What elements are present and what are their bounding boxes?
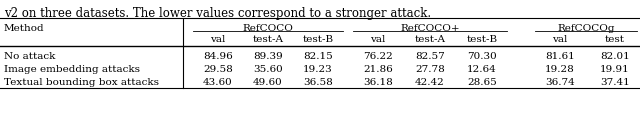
Text: 37.41: 37.41 bbox=[600, 78, 630, 87]
Text: test-A: test-A bbox=[415, 35, 445, 44]
Text: 84.96: 84.96 bbox=[203, 52, 233, 61]
Text: 43.60: 43.60 bbox=[203, 78, 233, 87]
Text: 76.22: 76.22 bbox=[363, 52, 393, 61]
Text: 19.28: 19.28 bbox=[545, 65, 575, 74]
Text: val: val bbox=[211, 35, 226, 44]
Text: 36.74: 36.74 bbox=[545, 78, 575, 87]
Text: 70.30: 70.30 bbox=[467, 52, 497, 61]
Text: No attack: No attack bbox=[4, 52, 56, 61]
Text: 42.42: 42.42 bbox=[415, 78, 445, 87]
Text: RefCOCO: RefCOCO bbox=[243, 24, 293, 33]
Text: 12.64: 12.64 bbox=[467, 65, 497, 74]
Text: 82.57: 82.57 bbox=[415, 52, 445, 61]
Text: test-A: test-A bbox=[253, 35, 284, 44]
Text: RefCOCO+: RefCOCO+ bbox=[400, 24, 460, 33]
Text: 19.91: 19.91 bbox=[600, 65, 630, 74]
Text: 27.78: 27.78 bbox=[415, 65, 445, 74]
Text: test-B: test-B bbox=[467, 35, 497, 44]
Text: 28.65: 28.65 bbox=[467, 78, 497, 87]
Text: 82.01: 82.01 bbox=[600, 52, 630, 61]
Text: 35.60: 35.60 bbox=[253, 65, 283, 74]
Text: 19.23: 19.23 bbox=[303, 65, 333, 74]
Text: 82.15: 82.15 bbox=[303, 52, 333, 61]
Text: Textual bounding box attacks: Textual bounding box attacks bbox=[4, 78, 159, 87]
Text: 81.61: 81.61 bbox=[545, 52, 575, 61]
Text: 49.60: 49.60 bbox=[253, 78, 283, 87]
Text: Method: Method bbox=[4, 24, 45, 33]
Text: Image embedding attacks: Image embedding attacks bbox=[4, 65, 140, 74]
Text: test: test bbox=[605, 35, 625, 44]
Text: 36.58: 36.58 bbox=[303, 78, 333, 87]
Text: 36.18: 36.18 bbox=[363, 78, 393, 87]
Text: 89.39: 89.39 bbox=[253, 52, 283, 61]
Text: val: val bbox=[371, 35, 386, 44]
Text: v2 on three datasets. The lower values correspond to a stronger attack.: v2 on three datasets. The lower values c… bbox=[4, 7, 431, 20]
Text: RefCOCOg: RefCOCOg bbox=[557, 24, 615, 33]
Text: 21.86: 21.86 bbox=[363, 65, 393, 74]
Text: val: val bbox=[552, 35, 568, 44]
Text: 29.58: 29.58 bbox=[203, 65, 233, 74]
Text: test-B: test-B bbox=[303, 35, 333, 44]
